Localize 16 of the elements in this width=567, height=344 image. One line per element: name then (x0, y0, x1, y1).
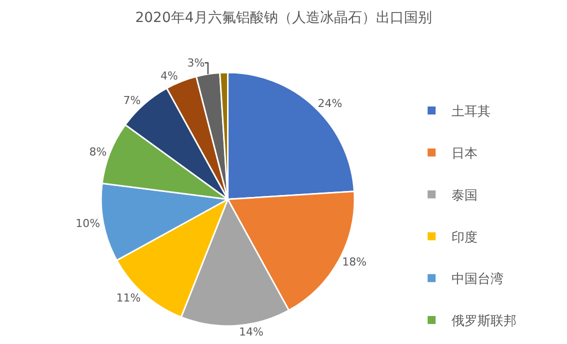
data-label: 7% (123, 94, 141, 108)
legend-label: 泰国 (452, 188, 478, 204)
data-label: 4% (160, 69, 178, 82)
data-label: 3% (187, 56, 205, 70)
legend-label: 中国台湾 (452, 271, 504, 288)
legend-label: 土耳其 (452, 104, 491, 120)
legend-label: 日本 (452, 146, 478, 162)
data-label: 24% (318, 96, 342, 110)
data-label: 14% (239, 326, 264, 339)
data-label: 8% (89, 145, 107, 158)
legend-label: 俄罗斯联邦 (452, 314, 517, 330)
chart-title: 2020年4月六氟铝酸钠（人造冰晶石）出口国别 (135, 10, 432, 26)
data-label: 10% (76, 216, 100, 230)
legend-label: 印度 (452, 229, 478, 246)
data-label: 11% (116, 291, 141, 304)
data-label: 18% (342, 255, 367, 268)
